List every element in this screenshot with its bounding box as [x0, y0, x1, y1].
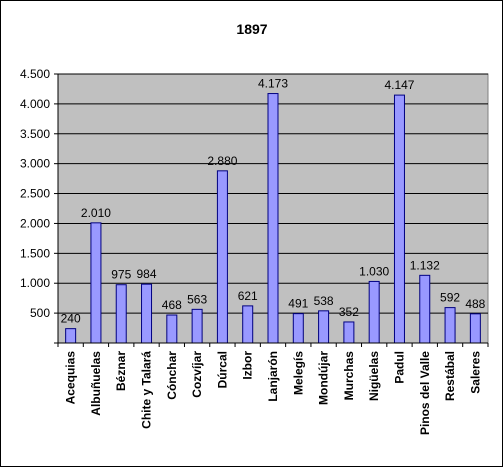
- x-tick-label: Melegís: [291, 351, 305, 395]
- x-tick-label: Izbor: [241, 351, 255, 380]
- x-tick-label: Dúrcal: [215, 351, 229, 388]
- data-label: 468: [162, 298, 182, 312]
- data-label: 563: [187, 292, 207, 306]
- x-tick-label: Restábal: [443, 351, 457, 401]
- bar: [318, 310, 330, 344]
- bar: [242, 305, 254, 344]
- x-axis-ticks: Acequias Albuñuelas Béznar Chite y Talará Có…: [57, 343, 489, 435]
- x-tick-label: Padul: [392, 351, 406, 384]
- x-tick-label: Cozvíjar: [190, 351, 204, 398]
- bars: [65, 93, 481, 344]
- x-tick-label: Albuñuelas: [89, 351, 103, 416]
- y-tick-label: 2.000: [20, 216, 50, 230]
- bar: [419, 274, 431, 344]
- x-tick-label: Mondújar: [317, 351, 331, 405]
- y-tick-label: 3.500: [20, 127, 50, 141]
- y-tick-label: 1.000: [20, 276, 50, 290]
- data-label: 4.147: [384, 78, 414, 92]
- data-label: 1.132: [410, 258, 440, 272]
- y-tick-label: 500: [30, 306, 50, 320]
- data-label: 592: [440, 291, 460, 305]
- y-tick-label: 2.500: [20, 187, 50, 201]
- y-tick-label: 3.000: [20, 157, 50, 171]
- data-label: 4.173: [258, 77, 288, 91]
- bar: [267, 93, 279, 344]
- bar: [343, 321, 355, 344]
- bar: [141, 283, 153, 344]
- bar: [90, 222, 102, 344]
- bar: [191, 308, 203, 344]
- x-tick-label: Saleres: [468, 351, 482, 394]
- data-label: 240: [61, 312, 81, 326]
- data-label: 1.030: [359, 264, 389, 278]
- data-label: 621: [238, 289, 258, 303]
- data-label: 975: [111, 268, 131, 282]
- x-tick-label: Lanjarón: [266, 351, 280, 402]
- data-label: 538: [314, 294, 334, 308]
- data-label: 2.880: [207, 154, 237, 168]
- data-label: 488: [465, 297, 485, 311]
- bar: [216, 170, 228, 344]
- y-tick-label: 4.000: [20, 97, 50, 111]
- y-tick-label: 1.500: [20, 246, 50, 260]
- data-labels: 240 2.010 975 984 468 563 2.880 621 4.173 491 538 3…: [61, 77, 486, 326]
- bar: [393, 94, 405, 344]
- bar: [115, 284, 127, 344]
- x-tick-label: Murchas: [342, 351, 356, 401]
- x-tick-label: Pinos del Valle: [418, 351, 432, 435]
- data-label: 984: [137, 267, 157, 281]
- x-tick-label: Cónchar: [165, 351, 179, 400]
- x-tick-label: Nigüelas: [367, 351, 381, 401]
- y-axis-ticks: 500 1.000 1.500 2.000 2.500 3.000 3.500 4.000 4.…: [20, 67, 58, 344]
- data-label: 352: [339, 305, 359, 319]
- bar: [368, 280, 380, 344]
- y-tick-label: 4.500: [20, 67, 50, 81]
- chart-title: 1897: [236, 21, 267, 37]
- x-tick-label: Chite y Talará: [140, 351, 154, 429]
- bar: [469, 313, 481, 344]
- bar: [292, 313, 304, 344]
- bar: [444, 307, 456, 344]
- data-label: 491: [288, 297, 308, 311]
- data-label: 2.010: [81, 206, 111, 220]
- x-tick-label: Béznar: [114, 351, 128, 391]
- bar: [65, 328, 77, 344]
- x-tick-label: Acequias: [64, 351, 78, 405]
- bar: [166, 314, 178, 344]
